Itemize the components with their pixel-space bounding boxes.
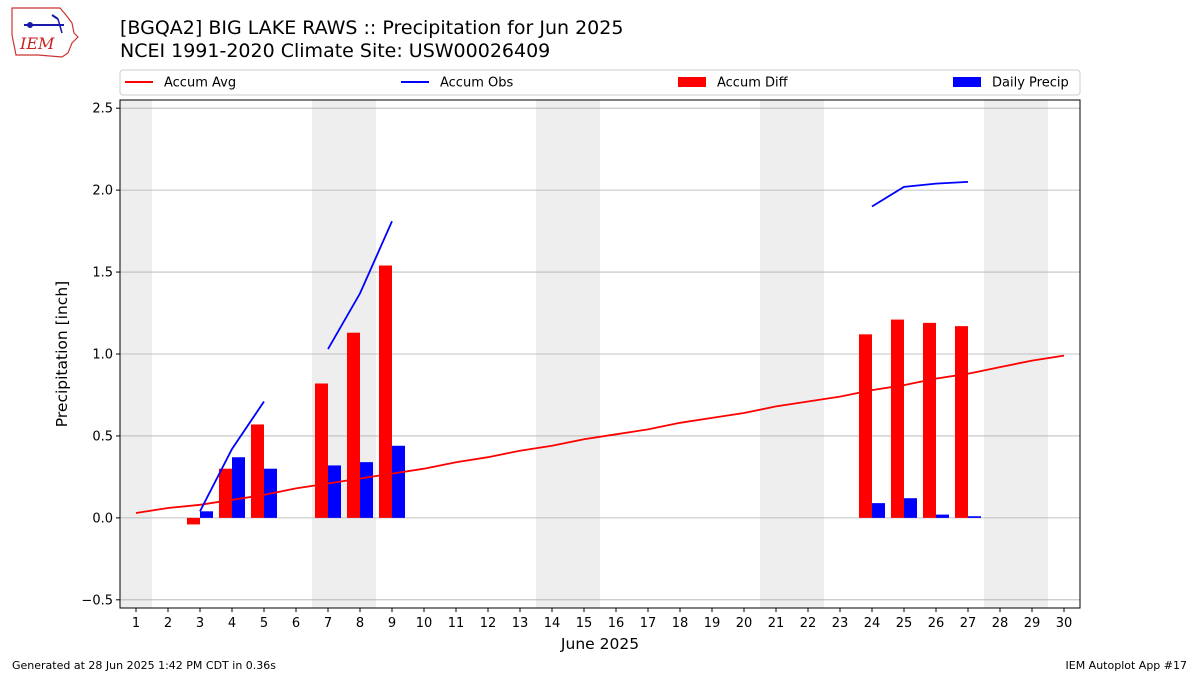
- x-tick-label: 26: [928, 616, 945, 631]
- y-tick-label: −0.5: [81, 593, 113, 608]
- diff-bar: [347, 332, 360, 518]
- iem-logo: IEM: [11, 7, 79, 58]
- x-tick-label: 30: [1056, 616, 1073, 631]
- daily-bar: [936, 514, 949, 518]
- diff-bar: [251, 424, 264, 518]
- daily-bar: [200, 511, 213, 518]
- x-axis-label: June 2025: [560, 635, 639, 653]
- x-tick-label: 4: [228, 616, 236, 631]
- x-tick-label: 13: [512, 616, 529, 631]
- x-tick-label: 24: [864, 616, 881, 631]
- legend-swatch: [953, 77, 981, 87]
- x-tick-label: 1: [132, 616, 140, 631]
- daily-bar: [360, 462, 373, 518]
- chart-subtitle: NCEI 1991-2020 Climate Site: USW00026409: [120, 40, 551, 62]
- x-tick-label: 17: [640, 616, 657, 631]
- x-tick-label: 20: [736, 616, 753, 631]
- x-tick-label: 6: [292, 616, 300, 631]
- x-tick-label: 25: [896, 616, 913, 631]
- legend: Accum Avg Accum Obs Accum Diff Daily Precip: [119, 69, 1081, 96]
- x-tick-label: 19: [704, 616, 721, 631]
- x-tick-label: 2: [164, 616, 172, 631]
- x-tick-label: 28: [992, 616, 1009, 631]
- x-tick-label: 5: [260, 616, 268, 631]
- diff-bar: [379, 265, 392, 518]
- daily-bar: [232, 457, 245, 518]
- x-tick-label: 14: [544, 616, 561, 631]
- accum-obs-line: [871, 181, 969, 208]
- chart-title: [BGQA2] BIG LAKE RAWS :: Precipitation f…: [120, 17, 624, 39]
- x-tick-label: 23: [832, 616, 849, 631]
- diff-bar: [315, 383, 328, 518]
- logo-text: IEM: [19, 34, 55, 53]
- x-tick-label: 11: [448, 616, 465, 631]
- diff-bar: [923, 322, 936, 518]
- legend-label: Accum Obs: [440, 76, 513, 91]
- x-tick-label: 15: [576, 616, 593, 631]
- daily-bar: [968, 516, 981, 518]
- y-tick-label: 0.5: [92, 429, 113, 444]
- y-tick-label: 1.5: [92, 266, 113, 281]
- x-tick-label: 3: [196, 616, 204, 631]
- x-tick-label: 10: [416, 616, 433, 631]
- daily-bar: [392, 445, 405, 518]
- app-note: IEM Autoplot App #17: [1065, 659, 1188, 672]
- legend-label: Accum Diff: [717, 76, 789, 91]
- y-tick-label: 2.5: [92, 102, 113, 117]
- x-tick-label: 8: [356, 616, 364, 631]
- accum-avg-line: [135, 354, 1065, 514]
- diff-bar: [891, 319, 904, 518]
- x-tick-label: 27: [960, 616, 977, 631]
- y-axis-label: Precipitation [inch]: [53, 281, 71, 427]
- x-tick-label: 29: [1024, 616, 1041, 631]
- legend-swatch: [678, 77, 706, 87]
- daily-bar: [904, 498, 917, 518]
- x-tick-label: 7: [324, 616, 332, 631]
- diff-bar: [955, 326, 968, 518]
- x-tick-label: 22: [800, 616, 817, 631]
- diff-bar: [219, 468, 232, 518]
- accum-obs-line: [199, 400, 265, 512]
- x-tick-label: 21: [768, 616, 785, 631]
- y-tick-label: 2.0: [92, 184, 113, 199]
- diff-bar: [859, 334, 872, 518]
- diff-bar: [187, 517, 200, 525]
- x-tick-label: 18: [672, 616, 689, 631]
- x-tick-label: 9: [388, 616, 396, 631]
- accum-obs-line: [327, 220, 393, 350]
- daily-bar: [328, 465, 341, 518]
- legend-box: [119, 69, 1081, 96]
- x-tick-label: 16: [608, 616, 625, 631]
- generated-note: Generated at 28 Jun 2025 1:42 PM CDT in …: [12, 659, 277, 672]
- legend-label: Daily Precip: [992, 76, 1069, 91]
- daily-bar: [872, 503, 885, 518]
- legend-label: Accum Avg: [164, 76, 236, 91]
- x-tick-label: 12: [480, 616, 497, 631]
- y-tick-label: 1.0: [92, 348, 113, 363]
- y-tick-label: 0.0: [92, 511, 113, 526]
